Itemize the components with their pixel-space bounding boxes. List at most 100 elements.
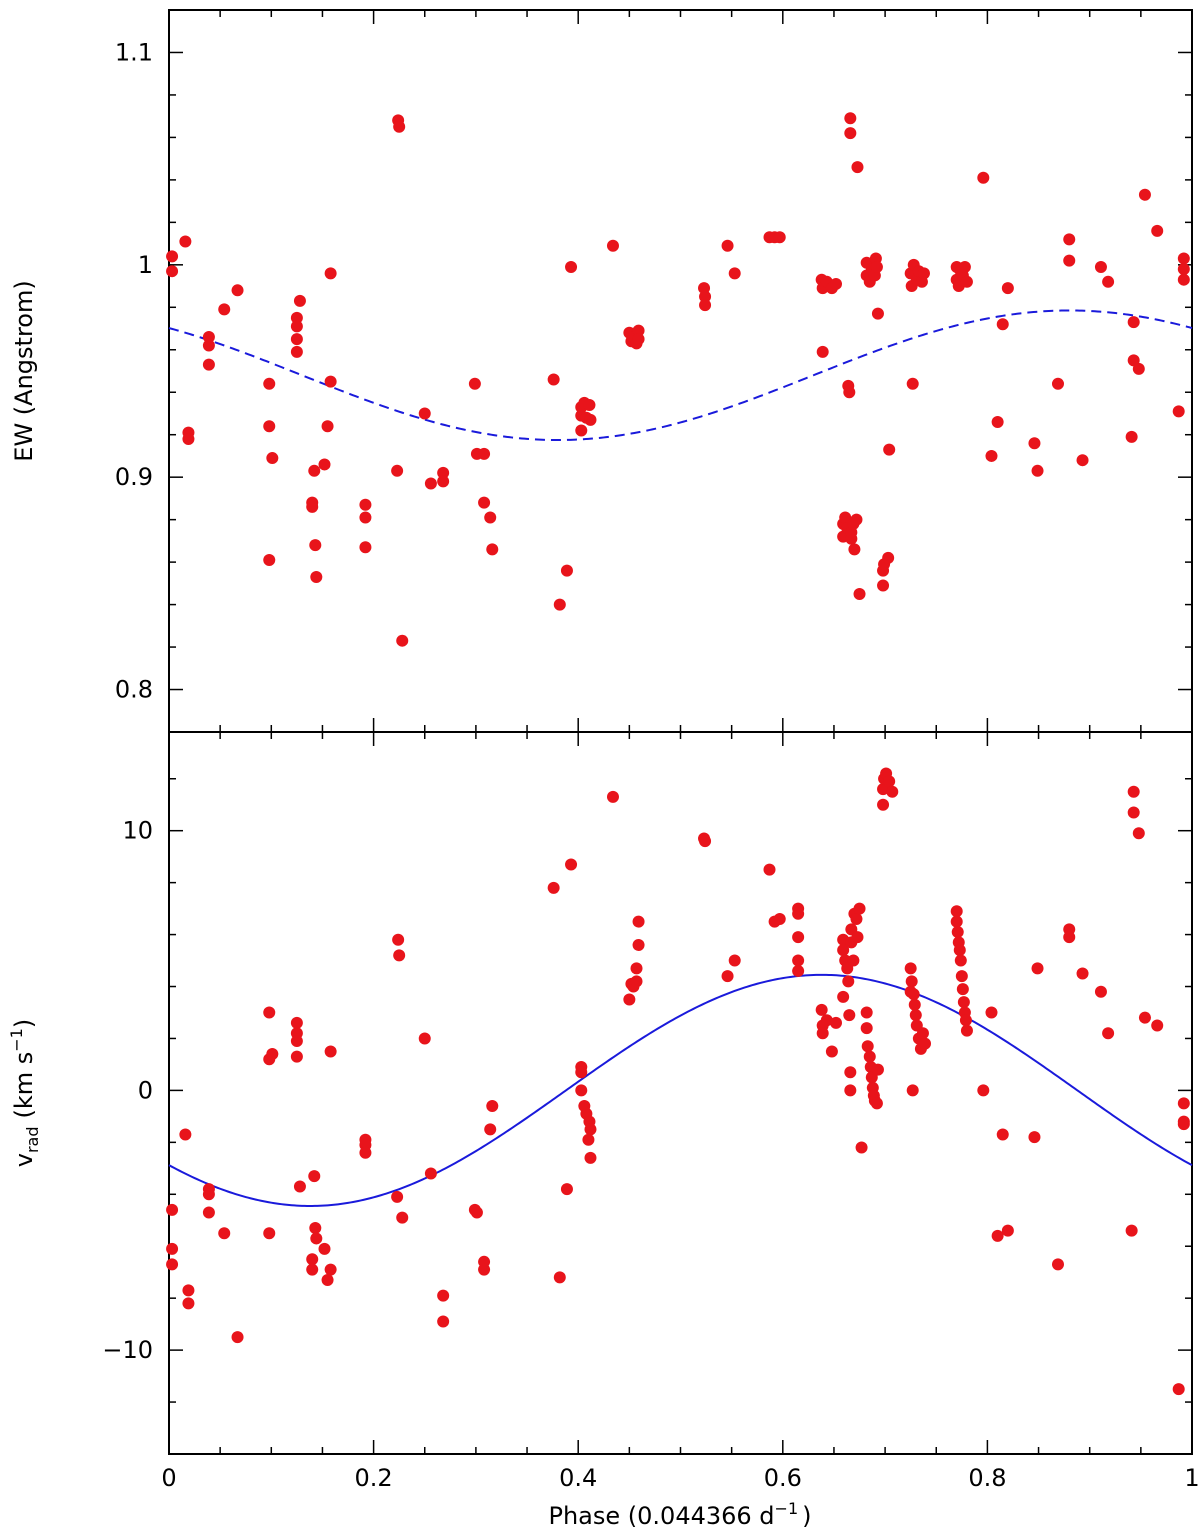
ew-data-point [1076,454,1089,467]
vrad-data-point [820,1014,833,1027]
vrad-data-point [584,1123,597,1136]
vrad-data-point [308,1170,321,1183]
ew-data-point [850,513,863,526]
ew-data-point [985,449,998,462]
phase-axis-label-close: ) [802,1502,811,1530]
ew-data-point [991,415,1004,428]
vrad-data-point [991,1229,1004,1242]
ew-data-point [318,458,331,471]
vrad-data-point [391,1190,404,1203]
ew-data-point [773,231,786,244]
ew-data-point [478,447,491,460]
ew-data-point [359,498,372,511]
phase-axis-label-main: Phase (0.044366 d [549,1502,775,1530]
ew-data-point [309,539,322,552]
vrad-data-point [1031,962,1044,975]
vrad-data-point [310,1232,323,1245]
ew-data-point [290,320,303,333]
vrad-data-point [606,790,619,803]
ew-data-point [583,398,596,411]
vrad-panel-frame [168,731,1193,1455]
ew-data-point [1138,188,1151,201]
ew-data-point [1001,282,1014,295]
vrad-data-point [843,1009,856,1022]
ew-data-point [1028,437,1041,450]
ew-data-point [1063,233,1076,246]
vrad-data-point [484,1123,497,1136]
vrad-y-tick-label: 0 [138,1076,153,1104]
ew-data-point [871,307,884,320]
vrad-axis-label-superscript: −1 [7,1028,26,1052]
vrad-data-point [1125,1224,1138,1237]
ew-data-point [263,420,276,433]
ew-data-point [1031,464,1044,477]
ew-y-tick-label: 0.8 [115,676,153,704]
vrad-data-point [870,1097,883,1110]
ew-data-point [478,496,491,509]
ew-data-point [1125,430,1138,443]
vrad-data-point [424,1167,437,1180]
vrad-data-point [553,1271,566,1284]
ew-panel-frame [168,9,1193,733]
ew-data-point [306,500,319,513]
ew-data-point [1132,362,1145,375]
ew-data-point [166,250,179,263]
vrad-data-point [996,1128,1009,1141]
vrad-data-point [263,1006,276,1019]
vrad-y-tick-label: −10 [102,1336,153,1364]
ew-data-point [437,466,450,479]
x-tick-label: 0 [161,1464,176,1492]
vrad-y-tick-label: 10 [122,817,153,845]
vrad-data-point [1172,1383,1185,1396]
ew-data-point [584,413,597,426]
vrad-data-point [792,907,805,920]
ew-data-point [393,120,406,133]
ew-data-point [1127,316,1140,329]
vrad-data-point [290,1050,303,1063]
vrad-data-point [1177,1118,1190,1131]
ew-data-point [290,311,303,324]
vrad-data-point [957,996,970,1009]
ew-data-point [851,161,864,174]
vrad-data-point [842,975,855,988]
vrad-data-point [844,1084,857,1097]
vrad-data-point [290,1035,303,1048]
vrad-data-point [850,912,863,925]
model-curves [168,309,1193,1207]
vrad-axis-label-close: ) [10,1019,38,1028]
ew-data-point [484,511,497,524]
ew-data-point [958,260,971,273]
vrad-data-point [792,931,805,944]
vrad-data-point [231,1331,244,1344]
ew-data-point [853,587,866,600]
vrad-data-point [182,1297,195,1310]
vrad-axis-label-units: (km s [10,1052,38,1119]
vrad-data-point [166,1258,179,1271]
vrad-data-point [293,1180,306,1193]
vrad-data-point [266,1048,279,1061]
vrad-data-point [904,962,917,975]
vrad-data-point [632,915,645,928]
ew-data-point [606,239,619,252]
vrad-model-curve [168,973,1193,1207]
ew-data-point [293,294,306,307]
ew-data-point [699,299,712,312]
ew-data-point [877,579,890,592]
vrad-data-point [906,1084,919,1097]
ew-data-point [1102,275,1115,288]
vrad-data-point [815,1003,828,1016]
vrad-data-point [1132,827,1145,840]
ew-data-point [547,373,560,386]
vrad-data-point [560,1183,573,1196]
ew-data-point [996,318,1009,331]
ew-data-point [632,324,645,337]
ew-data-point [1151,224,1164,237]
ew-data-point [231,284,244,297]
vrad-data-point [393,949,406,962]
vrad-data-point [919,1037,931,1050]
vrad-data-point [950,905,963,918]
vrad-data-point [905,975,918,988]
ew-data-point [290,333,303,346]
vrad-data-point [584,1151,597,1164]
